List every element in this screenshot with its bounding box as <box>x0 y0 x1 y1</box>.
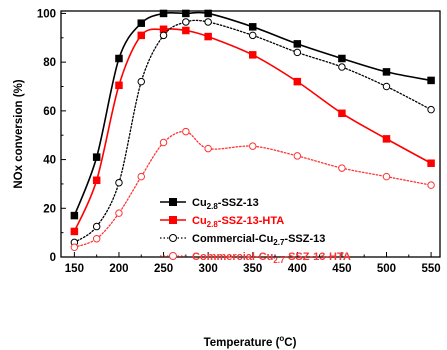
data-point <box>115 178 123 187</box>
data-point <box>427 159 435 167</box>
data-point <box>137 31 146 40</box>
legend-label: Cu2.8-SSZ-13 <box>192 197 259 211</box>
y-tick-label: 20 <box>43 203 56 215</box>
x-tick-label: 150 <box>65 263 84 275</box>
series-1 <box>70 9 435 220</box>
data-point <box>427 181 435 189</box>
data-point <box>427 76 435 85</box>
data-point <box>92 222 101 231</box>
data-point <box>382 172 391 181</box>
data-point <box>248 142 257 150</box>
data-point <box>338 54 346 63</box>
series-line <box>73 11 432 217</box>
data-point <box>115 81 123 90</box>
data-point <box>115 54 123 63</box>
data-point <box>338 63 346 71</box>
legend-item-4: Commercial-Cu2.7-SSZ-13-HTA <box>160 251 351 265</box>
data-point <box>427 105 435 114</box>
data-point <box>182 9 190 18</box>
legend-item-2: Cu2.8-SSZ-13-HTA <box>160 215 284 229</box>
data-point <box>70 227 79 236</box>
data-point <box>92 176 101 185</box>
data-point-legend <box>169 234 177 242</box>
x-tick-label: 500 <box>377 263 396 275</box>
legend-item-1: Cu2.8-SSZ-13 <box>160 197 259 211</box>
data-point <box>159 31 168 40</box>
data-point <box>204 32 212 41</box>
data-point <box>92 153 101 161</box>
y-axis-title: NOx conversion (%) <box>13 79 25 188</box>
data-point <box>293 152 302 160</box>
data-point <box>338 164 346 172</box>
data-point <box>182 127 190 136</box>
data-point <box>70 211 79 220</box>
x-tick-label: 400 <box>288 263 307 275</box>
series-layer <box>70 9 435 252</box>
data-point-legend <box>169 198 177 206</box>
y-tick-label: 100 <box>37 8 56 20</box>
data-point <box>137 77 146 86</box>
data-point <box>70 243 79 252</box>
x-tick-label: 350 <box>243 263 262 275</box>
data-point <box>182 18 190 26</box>
data-point <box>204 144 212 153</box>
data-point <box>159 138 168 147</box>
data-point <box>137 19 146 27</box>
data-point <box>115 209 123 217</box>
data-point <box>182 26 190 35</box>
data-point <box>382 135 391 143</box>
legend: Cu2.8-SSZ-13 Cu2.8-SSZ-13-HTA Commercial-C… <box>160 197 351 265</box>
series-3 <box>70 18 435 247</box>
data-point <box>293 77 302 86</box>
data-point-legend <box>169 216 177 224</box>
data-point <box>92 234 101 243</box>
data-point <box>159 25 168 34</box>
y-tick-label: 60 <box>43 106 56 118</box>
x-tick-label: 250 <box>154 263 173 275</box>
x-axis: 150 200 250 300 350 400 450 500 550 <box>65 252 441 275</box>
x-tick-label: 550 <box>421 263 440 275</box>
y-tick-label: 80 <box>43 57 56 69</box>
data-point <box>159 9 168 18</box>
data-point <box>204 9 212 18</box>
legend-label: Commercial-Cu2.7-SSZ-13-HTA <box>192 251 351 265</box>
data-point <box>293 40 302 48</box>
data-point <box>382 82 391 91</box>
data-point <box>248 23 257 31</box>
data-point <box>248 31 257 40</box>
x-axis-title: Temperature (oC) <box>204 334 297 349</box>
data-point <box>248 51 257 59</box>
data-point <box>382 68 391 76</box>
legend-label: Cu2.8-SSZ-13-HTA <box>192 215 284 229</box>
series-4 <box>70 127 435 252</box>
plot-frame <box>60 10 441 258</box>
data-point <box>204 18 212 26</box>
data-point <box>338 109 346 118</box>
data-point <box>293 48 302 57</box>
data-point <box>137 172 146 181</box>
x-tick-label: 200 <box>109 263 128 275</box>
legend-item-3: Commercial-Cu2.7-SSZ-13 <box>160 233 325 247</box>
legend-label: Commercial-Cu2.7-SSZ-13 <box>192 233 325 247</box>
data-point-legend <box>169 252 177 260</box>
x-tick-label: 300 <box>199 263 218 275</box>
y-axis: 0 20 40 60 80 100 <box>37 8 66 264</box>
y-tick-label: 0 <box>50 252 56 264</box>
x-tick-label: 450 <box>332 263 351 275</box>
series-2 <box>70 25 435 236</box>
y-tick-label: 40 <box>43 155 56 167</box>
